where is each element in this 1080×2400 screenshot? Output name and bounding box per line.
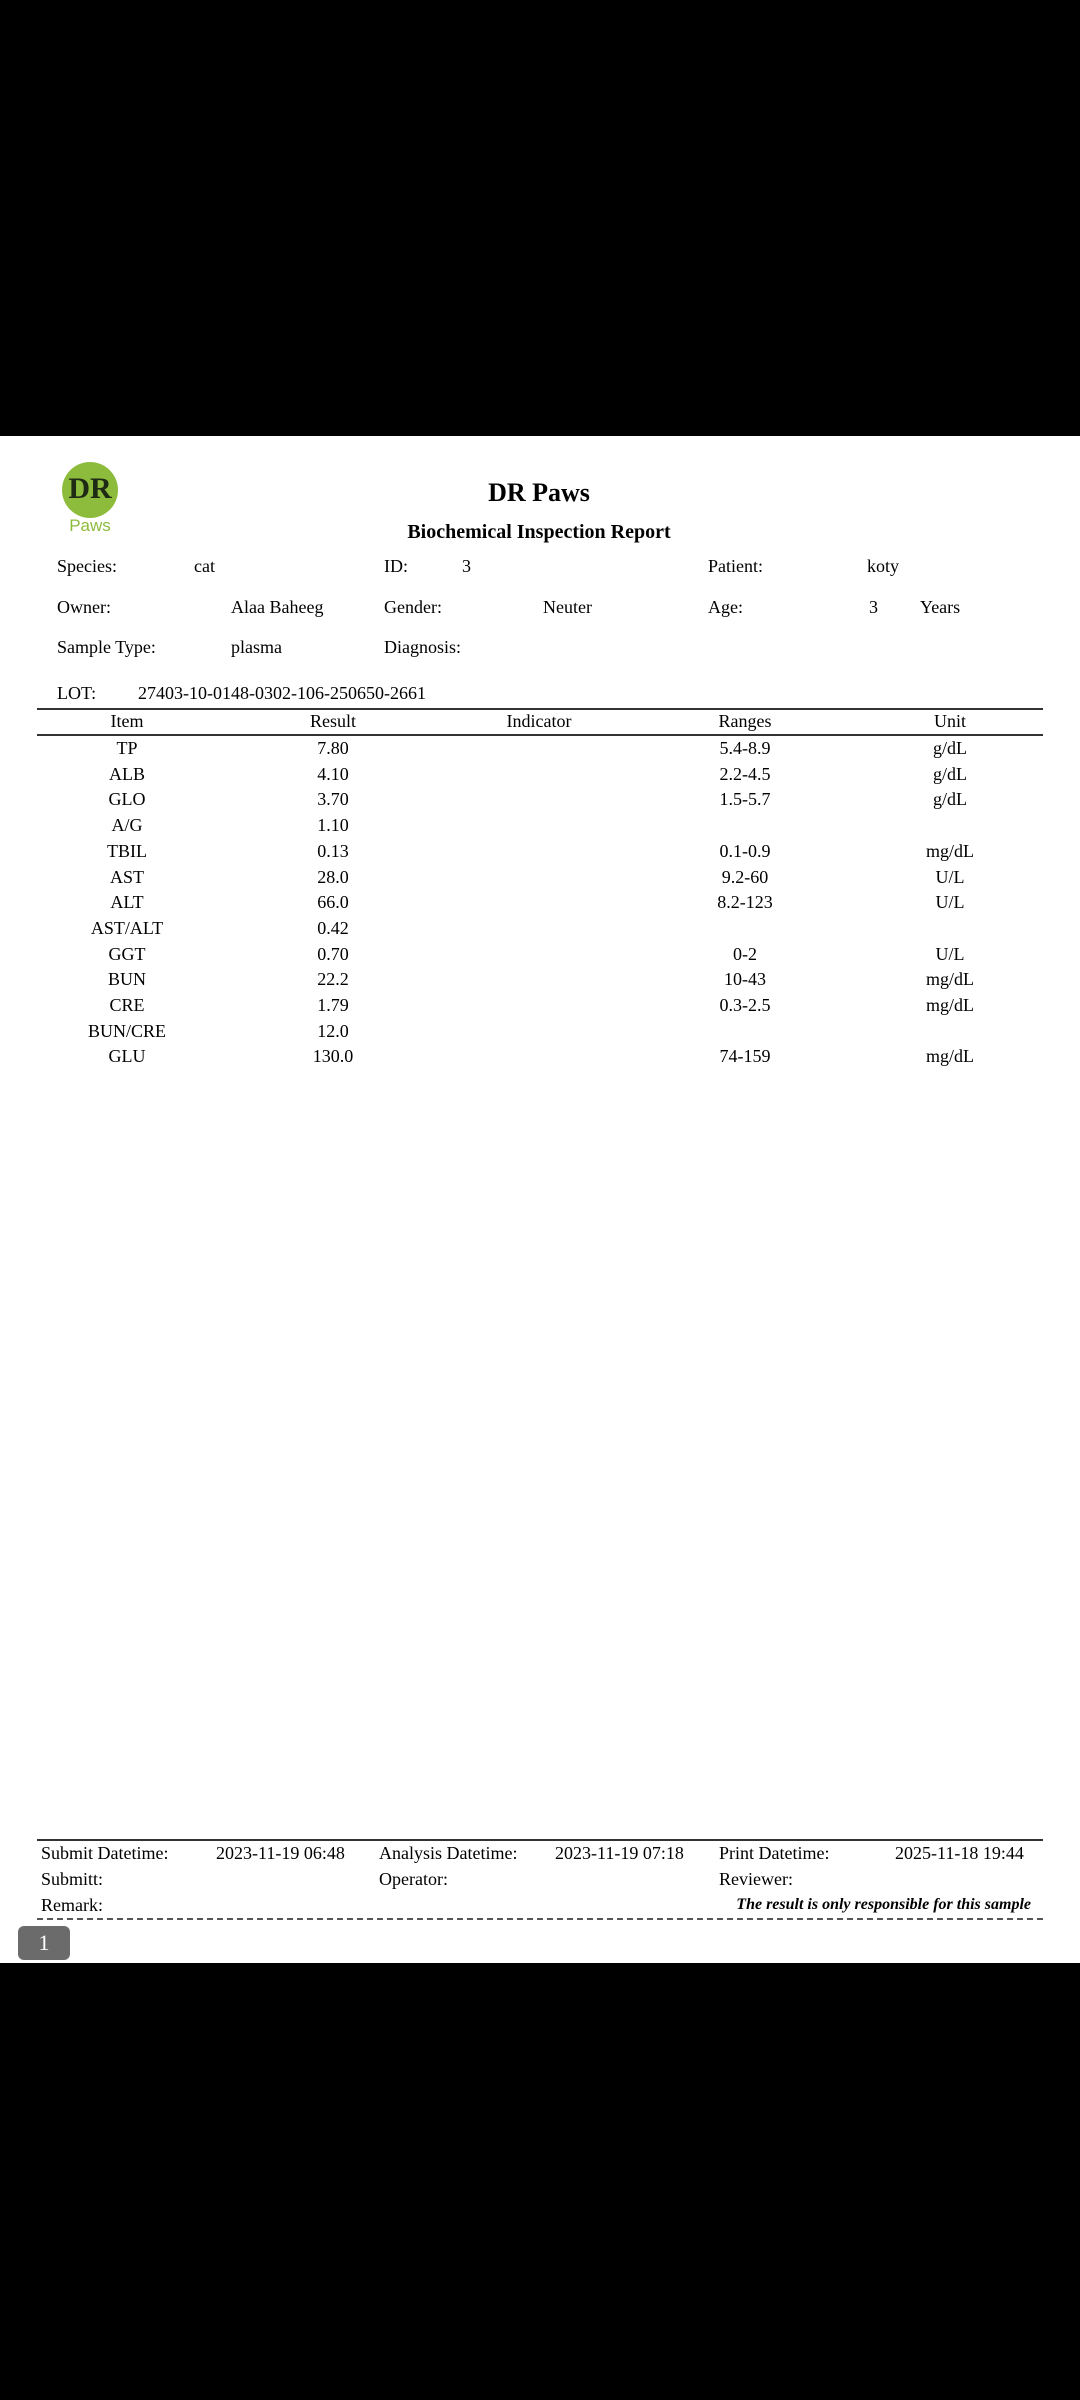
cell-range: 8.2-123	[717, 892, 773, 913]
cell-item: TP	[116, 738, 138, 758]
dashed-divider	[37, 1918, 1043, 1920]
gender-label: Gender:	[384, 597, 442, 617]
print-datetime-value: 2025-11-18 19:44	[895, 1843, 1024, 1863]
cell-unit: U/L	[935, 943, 965, 964]
cell-range: 2.2-4.5	[719, 763, 771, 784]
cell-unit: mg/dL	[926, 969, 974, 990]
table-top-rule	[37, 708, 1043, 710]
cell-result: 3.70	[317, 789, 349, 810]
cell-unit: mg/dL	[926, 840, 974, 861]
operator-label: Operator:	[379, 1869, 448, 1889]
id-label: ID:	[384, 556, 408, 576]
cell-unit: mg/dL	[926, 1046, 974, 1067]
sample-type-value: plasma	[231, 637, 282, 657]
cell-item: ALB	[109, 763, 145, 784]
column-header-unit: Unit	[933, 711, 967, 731]
cell-item: GLU	[108, 1046, 146, 1067]
report-page: DR Paws DR Paws Biochemical Inspection R…	[0, 436, 1080, 1963]
column-header-range: Ranges	[718, 711, 772, 731]
print-datetime-label: Print Datetime:	[719, 1843, 830, 1863]
cell-result: 12.0	[317, 1020, 349, 1041]
cell-unit: g/dL	[933, 763, 967, 784]
cell-item: AST/ALT	[90, 917, 164, 938]
cell-item: AST	[109, 866, 145, 887]
cell-range: 1.5-5.7	[719, 789, 771, 810]
cell-unit: U/L	[935, 866, 965, 887]
owner-label: Owner:	[57, 597, 111, 617]
reviewer-label: Reviewer:	[719, 1869, 793, 1889]
submit-datetime-label: Submit Datetime:	[41, 1843, 169, 1863]
logo-subtext: Paws	[69, 516, 111, 535]
cell-unit: mg/dL	[926, 995, 974, 1015]
cell-range: 0.1-0.9	[719, 840, 771, 861]
submit-datetime-value: 2023-11-19 06:48	[216, 1843, 345, 1863]
report-subtitle: Biochemical Inspection Report	[407, 521, 671, 543]
cell-range: 5.4-8.9	[719, 738, 771, 758]
cell-item: TBIL	[107, 840, 147, 861]
species-label: Species:	[57, 556, 117, 576]
cell-range: 9.2-60	[721, 866, 769, 887]
gender-value: Neuter	[543, 597, 592, 617]
species-value: cat	[194, 556, 215, 576]
cell-result: 7.80	[317, 738, 349, 758]
column-header-result: Result	[309, 711, 357, 731]
table-header-rule	[37, 734, 1043, 736]
footer-rule	[37, 1839, 1043, 1841]
age-unit: Years	[920, 597, 961, 617]
cell-unit: g/dL	[933, 738, 967, 758]
cell-item: BUN/CRE	[87, 1020, 167, 1041]
cell-range: 10-43	[724, 969, 766, 990]
cell-item: GLO	[108, 789, 146, 810]
report-title: DR Paws	[488, 478, 590, 507]
logo-text: DR	[68, 472, 112, 505]
submitter-label: Submitt:	[41, 1869, 104, 1889]
cell-result: 0.42	[317, 917, 349, 938]
owner-value: Alaa Baheeg	[231, 597, 324, 617]
age-value: 3	[869, 597, 878, 617]
id-value: 3	[462, 556, 471, 576]
cell-item: A/G	[111, 815, 143, 836]
lot-value: 27403-10-0148-0302-106-250650-2661	[138, 683, 426, 703]
cell-result: 4.10	[317, 763, 349, 784]
cell-item: BUN	[107, 969, 147, 990]
cell-result: 28.0	[317, 866, 349, 887]
patient-label: Patient:	[708, 556, 763, 576]
cell-item: ALT	[110, 892, 144, 913]
analysis-datetime-label: Analysis Datetime:	[379, 1843, 518, 1863]
column-header-item: Item	[110, 711, 144, 731]
remark-label: Remark:	[41, 1895, 103, 1915]
logo	[62, 462, 118, 518]
cell-result: 130.0	[312, 1046, 354, 1067]
lot-label: LOT:	[57, 683, 97, 703]
cell-result: 22.2	[317, 969, 349, 990]
analysis-datetime-value: 2023-11-19 07:18	[555, 1843, 684, 1863]
column-header-indicator: Indicator	[506, 711, 572, 731]
sample-type-label: Sample Type:	[57, 637, 156, 657]
cell-item: GGT	[108, 943, 146, 964]
cell-range: 74-159	[719, 1046, 771, 1067]
page-number-badge[interactable]: 1	[18, 1926, 70, 1960]
age-label: Age:	[708, 597, 743, 617]
disclaimer-note: The result is only responsible for this …	[736, 1896, 1031, 1913]
cell-result: 66.0	[317, 892, 349, 913]
cell-result: 1.79	[317, 995, 349, 1015]
cell-result: 0.70	[317, 943, 349, 964]
diagnosis-label: Diagnosis:	[384, 637, 462, 657]
patient-value: koty	[867, 556, 900, 576]
cell-range: 0-2	[733, 943, 757, 964]
cell-unit: U/L	[935, 892, 965, 913]
cell-result: 0.13	[317, 840, 349, 861]
cell-item: CRE	[109, 995, 145, 1015]
cell-result: 1.10	[317, 815, 349, 836]
cell-unit: g/dL	[933, 789, 967, 810]
cell-range: 0.3-2.5	[719, 995, 771, 1015]
